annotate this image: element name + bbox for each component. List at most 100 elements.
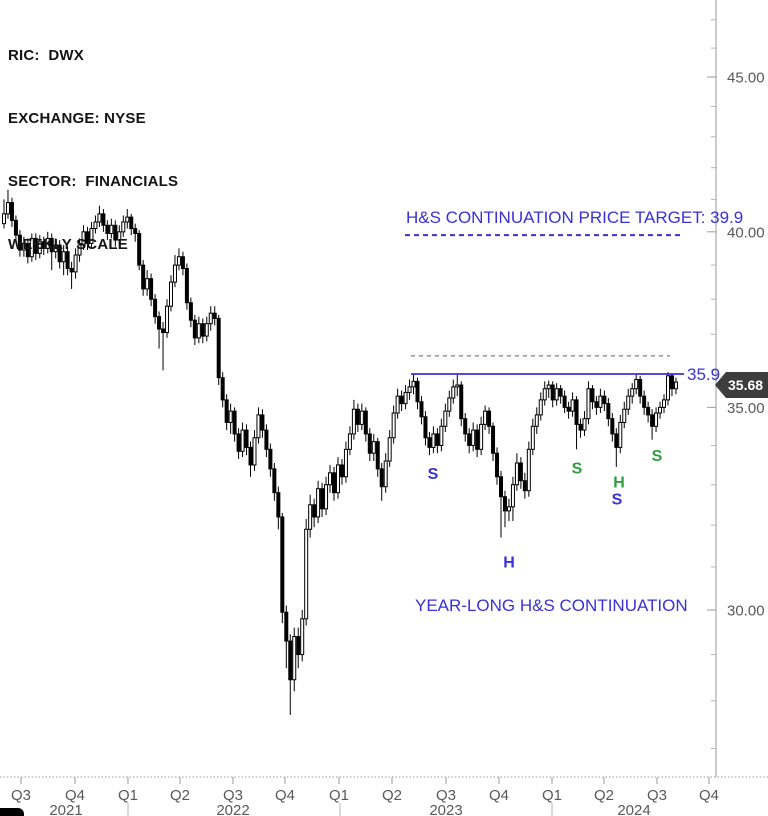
candle-body (13, 219, 18, 236)
candle-body (200, 323, 205, 337)
candle-body (622, 408, 627, 423)
candle-body (530, 425, 535, 450)
candle-body (443, 410, 448, 427)
candle-body (383, 460, 388, 488)
candle-body (566, 406, 571, 412)
candle-body (101, 213, 106, 226)
tag-pointer-icon (715, 372, 726, 398)
candle-body (522, 480, 527, 492)
candle-body (618, 421, 623, 448)
candle-body (93, 221, 98, 230)
candle-body (642, 395, 647, 408)
candle-body (435, 433, 440, 446)
candle-body (308, 504, 313, 530)
candle-body (451, 386, 456, 399)
candle-body (570, 399, 575, 412)
pattern-marker-H: H (503, 554, 515, 571)
candle-body (129, 216, 134, 230)
candle-body (288, 640, 293, 681)
candle-body (606, 403, 611, 420)
candle-body (9, 202, 14, 221)
candle-body (220, 377, 225, 401)
candle-body (463, 418, 468, 435)
candle-body (658, 406, 663, 414)
candle-body (57, 244, 62, 263)
ric-line: RIC: DWX (8, 47, 84, 64)
candle-body (415, 380, 420, 403)
candle-body (69, 267, 74, 273)
candle-body (391, 412, 396, 439)
candle-body (351, 408, 356, 435)
candle-body (324, 484, 329, 510)
candle-body (125, 216, 130, 223)
candle-body (479, 423, 484, 450)
candle-body (483, 410, 488, 425)
candle-body (145, 278, 150, 290)
candle-body (455, 384, 460, 388)
candle-body (614, 433, 619, 448)
candle-body (153, 298, 158, 318)
candle-body (29, 237, 34, 258)
last-price-value: 35.68 (726, 372, 768, 398)
y-axis-label: 45.00 (727, 70, 765, 87)
candle-body (646, 406, 651, 416)
candle-body (574, 399, 579, 425)
x-axis-quarter-label: Q2 (170, 787, 190, 804)
last-price-tag: 35.68 (715, 372, 768, 398)
candle-body (121, 221, 126, 233)
candle-body (53, 244, 58, 253)
candle-body (363, 410, 368, 435)
candle-body (97, 213, 102, 223)
candle-body (359, 410, 364, 425)
candle-body (284, 611, 289, 642)
candle-body (196, 323, 201, 339)
candle-body (280, 516, 285, 613)
candle-body (188, 302, 193, 321)
candle-body (45, 237, 50, 249)
x-axis-quarter-label: Q1 (542, 787, 562, 804)
candle-body (316, 488, 321, 518)
x-axis-year-label: 2022 (216, 802, 249, 816)
candle-body (81, 231, 86, 246)
candle-body (662, 399, 667, 408)
y-axis-label: 30.00 (727, 603, 765, 620)
candle-body (626, 395, 631, 410)
candle-body (578, 423, 583, 431)
candle-body (510, 484, 515, 508)
candle-body (335, 464, 340, 494)
candle-body (558, 388, 563, 397)
candle-body (562, 395, 567, 408)
candle-body (180, 256, 185, 269)
x-axis-quarter-label: Q2 (382, 787, 402, 804)
pattern-marker-H: H (613, 475, 625, 492)
candle-body (320, 488, 325, 510)
candle-body (379, 468, 384, 488)
x-axis-quarter-label: Q4 (65, 787, 85, 804)
candle-body (113, 224, 118, 241)
candle-body (506, 506, 511, 512)
candle-body (447, 397, 452, 412)
candle-body (49, 237, 54, 253)
candle-body (475, 429, 480, 450)
candle-body (244, 429, 249, 448)
candle-body (514, 462, 519, 486)
candle-body (347, 433, 352, 450)
x-axis-quarter-label: Q4 (489, 787, 509, 804)
candle-body (367, 433, 372, 454)
pattern-marker-S: S (652, 448, 663, 465)
candle-body (550, 384, 555, 401)
candle-body (546, 384, 551, 390)
candle-body (5, 202, 10, 215)
candle-body (411, 380, 416, 388)
pattern-annotation: YEAR-LONG H&S CONTINUATION (415, 596, 688, 615)
candle-body (630, 388, 635, 397)
candle-body (192, 319, 197, 339)
candle-body (240, 429, 245, 452)
scale-line: WEEKLY SCALE (8, 236, 128, 253)
sector-line: SECTOR: FINANCIALS (8, 173, 179, 190)
x-axis-quarter-label: Q3 (223, 787, 243, 804)
candle-body (312, 504, 317, 518)
candle-body (117, 231, 122, 241)
